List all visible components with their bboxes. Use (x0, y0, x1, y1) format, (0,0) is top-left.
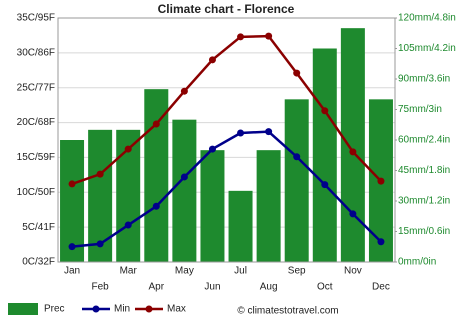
legend-label: Max (167, 304, 186, 315)
legend-label: Prec (44, 304, 65, 315)
y2-tick-label: 45mm/1.8in (398, 165, 450, 176)
point (377, 177, 385, 185)
point (208, 56, 216, 64)
chart-title: Climate chart - Florence (158, 2, 295, 16)
x-tick-label: Jun (204, 282, 220, 293)
point (265, 128, 273, 136)
x-tick-label: Jan (64, 266, 80, 277)
x-tick-label: Apr (149, 282, 165, 293)
bar (144, 89, 169, 263)
y-tick-label: 0C/32F (22, 257, 55, 268)
x-tick-label: Aug (260, 282, 278, 293)
bar (60, 140, 85, 262)
line (71, 130, 382, 248)
y2-tick-label: 105mm/4.2in (398, 43, 456, 54)
point (152, 202, 160, 210)
x-tick-label: Sep (288, 266, 306, 277)
y2-tick-label: 120mm/4.8in (398, 13, 456, 24)
x-tick-label: Nov (344, 266, 362, 277)
y2-tick-label: 30mm/1.2in (398, 196, 450, 207)
legend-swatch (92, 305, 100, 313)
bar (200, 150, 225, 262)
bar (228, 190, 253, 262)
y2-tick-label: 15mm/0.6in (398, 226, 450, 237)
y2-tick-label: 90mm/3.6in (398, 74, 450, 85)
x-tick-label: Feb (92, 282, 110, 293)
point (68, 243, 76, 251)
plot-frame (57, 17, 396, 263)
bar (256, 150, 281, 262)
point (124, 145, 132, 153)
y2-tick-label: 0mm/0in (398, 257, 436, 268)
y-tick-label: 20C/68F (17, 117, 55, 128)
legend-swatch (145, 305, 153, 313)
bar (312, 48, 337, 262)
y-tick-label: 15C/59F (17, 152, 55, 163)
point (349, 148, 357, 156)
watermark: © climatestotravel.com (237, 306, 338, 317)
bar (172, 119, 197, 263)
point (68, 180, 76, 188)
point (180, 87, 188, 95)
point (96, 240, 104, 248)
x-tick-label: Jul (234, 266, 247, 277)
point (265, 32, 273, 40)
point (377, 238, 385, 246)
point (321, 181, 329, 189)
y2-tick-label: 60mm/2.4in (398, 135, 450, 146)
point (96, 170, 104, 178)
x-tick-label: May (175, 266, 194, 277)
legend-label: Min (114, 304, 130, 315)
y-tick-label: 30C/86F (17, 47, 55, 58)
line (71, 34, 382, 186)
bar (340, 28, 365, 262)
point (152, 120, 160, 128)
point (321, 107, 329, 115)
y-tick-label: 10C/50F (17, 187, 55, 198)
x-tick-label: Oct (317, 282, 333, 293)
point (180, 173, 188, 181)
legend-swatch (8, 303, 38, 315)
y-tick-label: 25C/77F (17, 82, 55, 93)
y2-tick-label: 75mm/3in (398, 104, 442, 115)
point (124, 221, 132, 229)
point (293, 153, 301, 161)
bar (284, 99, 309, 262)
x-tick-label: Dec (372, 282, 390, 293)
y-tick-label: 35C/95F (17, 13, 55, 24)
x-tick-label: Mar (120, 266, 138, 277)
y-tick-label: 5C/41F (22, 222, 55, 233)
point (349, 210, 357, 218)
point (237, 129, 245, 137)
point (208, 145, 216, 153)
point (237, 33, 245, 41)
point (293, 69, 301, 77)
